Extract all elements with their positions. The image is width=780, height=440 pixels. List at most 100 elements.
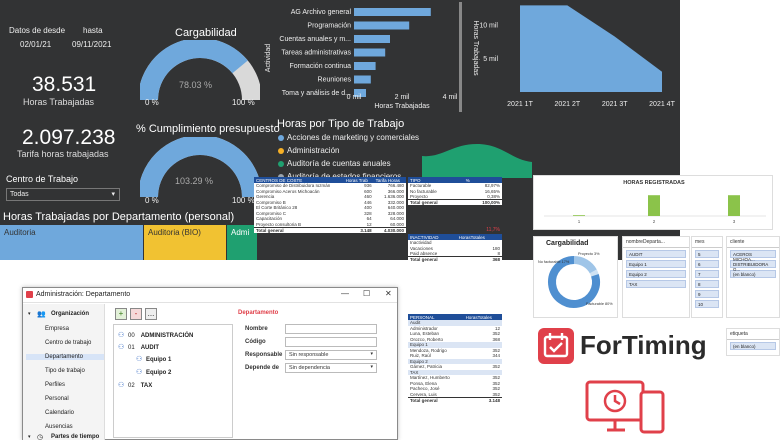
table-cell: 4.030.000 <box>373 226 406 233</box>
bar[interactable] <box>728 195 740 216</box>
area-series[interactable] <box>520 5 662 93</box>
slicer-item[interactable]: 7 <box>695 270 719 278</box>
slicer-item[interactable]: Equipo 1 <box>626 260 686 268</box>
nav-footer[interactable]: Partes de tiempo <box>51 434 100 440</box>
table-row: Paid absence 8 <box>408 251 502 257</box>
field-value: Sin dependencia <box>289 365 330 371</box>
table-cell: 352 <box>492 331 500 337</box>
dept-block-label: Auditoria (BIO) <box>148 228 201 237</box>
slicer-item[interactable]: AUDIT <box>626 250 686 258</box>
tree-node[interactable]: ⚇ Equipo 1 <box>136 355 171 363</box>
more-button[interactable]: ... <box>145 308 157 320</box>
tree-node[interactable]: ⚇ 02 TAX <box>118 381 152 389</box>
table-row: Gámez, Patricia 352 <box>408 364 502 370</box>
chevron-down-icon[interactable]: ▾ <box>28 434 31 440</box>
slicer-item[interactable]: 5 <box>695 250 719 258</box>
chart-scrollbar[interactable] <box>459 2 462 112</box>
dept-block[interactable]: Auditoria (BIO) <box>144 225 226 260</box>
remove-button[interactable]: - <box>130 308 142 320</box>
bar[interactable] <box>354 35 390 43</box>
table-row: Luna, Esteban 352 <box>408 331 502 337</box>
minimize-icon[interactable]: — <box>341 289 349 298</box>
dept-block[interactable]: Auditoria <box>0 225 143 260</box>
window-titlebar[interactable]: Administración: Departamento — ☐ ✕ <box>23 288 397 303</box>
legend-label: Auditoría de estados financieros <box>287 172 401 181</box>
slicer-item[interactable]: Equipo 2 <box>626 270 686 278</box>
bar[interactable] <box>354 8 431 16</box>
nav-item[interactable]: Departamento <box>26 354 104 360</box>
close-icon[interactable]: ✕ <box>385 289 392 298</box>
maximize-icon[interactable]: ☐ <box>363 289 371 298</box>
bar[interactable] <box>648 195 660 216</box>
table-cell: 8 <box>497 251 500 256</box>
bar-label: Tareas administrativas <box>281 50 351 57</box>
table-cell: Ruiz, Raúl <box>410 353 431 359</box>
pie-slice[interactable] <box>548 256 600 308</box>
nav-item[interactable]: Tipo de trabajo <box>45 368 85 374</box>
bar[interactable] <box>354 75 371 84</box>
legend-item[interactable]: Acciones de marketing y comerciales <box>278 133 419 142</box>
nav-item[interactable]: Empresa <box>45 326 70 332</box>
legend-label: Auditoría de cuentas anuales <box>287 159 391 168</box>
add-button[interactable]: + <box>115 308 127 320</box>
slicer-item[interactable]: (en blanco) <box>730 342 776 350</box>
table-cell: Compromiso de Distribuidora Iozmán <box>256 183 331 189</box>
pie-slice[interactable] <box>589 269 599 277</box>
table-header: HorasTotales <box>456 234 502 240</box>
slicer-item[interactable]: (en blanco) <box>730 270 776 278</box>
slicer-mes[interactable]: mes 5 6 7 8 9 10 <box>691 236 723 318</box>
bar[interactable] <box>354 48 386 57</box>
tree-node[interactable]: ⚇ Equipo 2 <box>136 368 171 376</box>
activity-bar-chart: AG Archivo general Programación Cuentas an… <box>265 8 458 110</box>
legend-label: Administración <box>287 146 340 155</box>
bar[interactable] <box>354 62 376 70</box>
gauge2-min: 0 % <box>145 196 159 205</box>
tree-node[interactable]: ⚇ 01 AUDIT <box>118 343 159 351</box>
slicer-title: etiqueta <box>727 329 779 340</box>
slicer-item[interactable]: ACEROS MICHOA... <box>730 250 776 262</box>
field-input[interactable] <box>285 337 377 347</box>
bar[interactable] <box>354 21 410 30</box>
nav-item[interactable]: Personal <box>45 396 69 402</box>
work-center-select[interactable]: Todas ▾ <box>6 188 120 201</box>
bar[interactable] <box>354 89 366 97</box>
slicer-item[interactable]: DISTRIBUIDORA G... <box>730 260 776 272</box>
table-row: Audit <box>408 320 502 326</box>
slicer-item[interactable]: TAX <box>626 280 686 288</box>
table-header: CENTROS DE COSTE <box>254 177 344 183</box>
date-to-value[interactable]: 09/11/2021 <box>72 40 112 49</box>
bar[interactable] <box>573 215 585 216</box>
field-input[interactable] <box>285 324 377 334</box>
pie-slice[interactable] <box>573 256 597 274</box>
slicer-cliente[interactable]: cliente ACEROS MICHOA... DISTRIBUIDORA G.… <box>726 236 780 318</box>
table-row: Proyecto 0,38% <box>408 194 502 200</box>
legend-item[interactable]: Administración <box>278 146 339 155</box>
nav-item[interactable]: Ausencias <box>45 424 73 430</box>
hours-label: Horas Trabajadas <box>23 97 95 107</box>
table-row: Ponsa, Elena 352 <box>408 381 502 387</box>
slicer-item[interactable]: 8 <box>695 280 719 288</box>
field-input[interactable]: Sin dependencia ▾ <box>285 363 377 373</box>
slicer-item[interactable]: 6 <box>695 260 719 268</box>
slicer-etiqueta[interactable]: etiqueta (en blanco) <box>726 328 780 356</box>
gauge1-min: 0 % <box>145 98 159 107</box>
slicer-item[interactable]: 10 <box>695 300 719 308</box>
field-input[interactable]: Sin responsable ▾ <box>285 350 377 360</box>
legend-item[interactable]: Auditoría de cuentas anuales <box>278 159 391 168</box>
nav-item[interactable]: Calendario <box>45 410 75 416</box>
chevron-down-icon[interactable]: ▾ <box>28 311 31 317</box>
table-cell: Proyecto consultoria B <box>256 221 302 227</box>
table-cell: 352 <box>492 380 500 386</box>
slicer-item[interactable]: 9 <box>695 290 719 298</box>
app-icon <box>26 291 33 298</box>
table-total-row: Total general 3.148 <box>408 396 502 403</box>
dept-block[interactable]: Admi <box>227 225 257 260</box>
table-cell: 600 <box>364 188 372 194</box>
nav-item[interactable]: Perfiles <box>45 382 66 388</box>
tree-node[interactable]: ⚇ 00 ADMINISTRACIÓN <box>118 331 193 339</box>
slicer-title: cliente <box>727 237 779 248</box>
date-from-value[interactable]: 02/01/21 <box>20 40 52 49</box>
nav-item[interactable]: Centro de trabajo <box>45 340 92 346</box>
legend-item[interactable]: Auditoría de estados financieros <box>278 172 401 181</box>
slicer-dept[interactable]: nombreDeparta... AUDIT Equipo 1 Equipo 2 TA… <box>622 236 690 318</box>
